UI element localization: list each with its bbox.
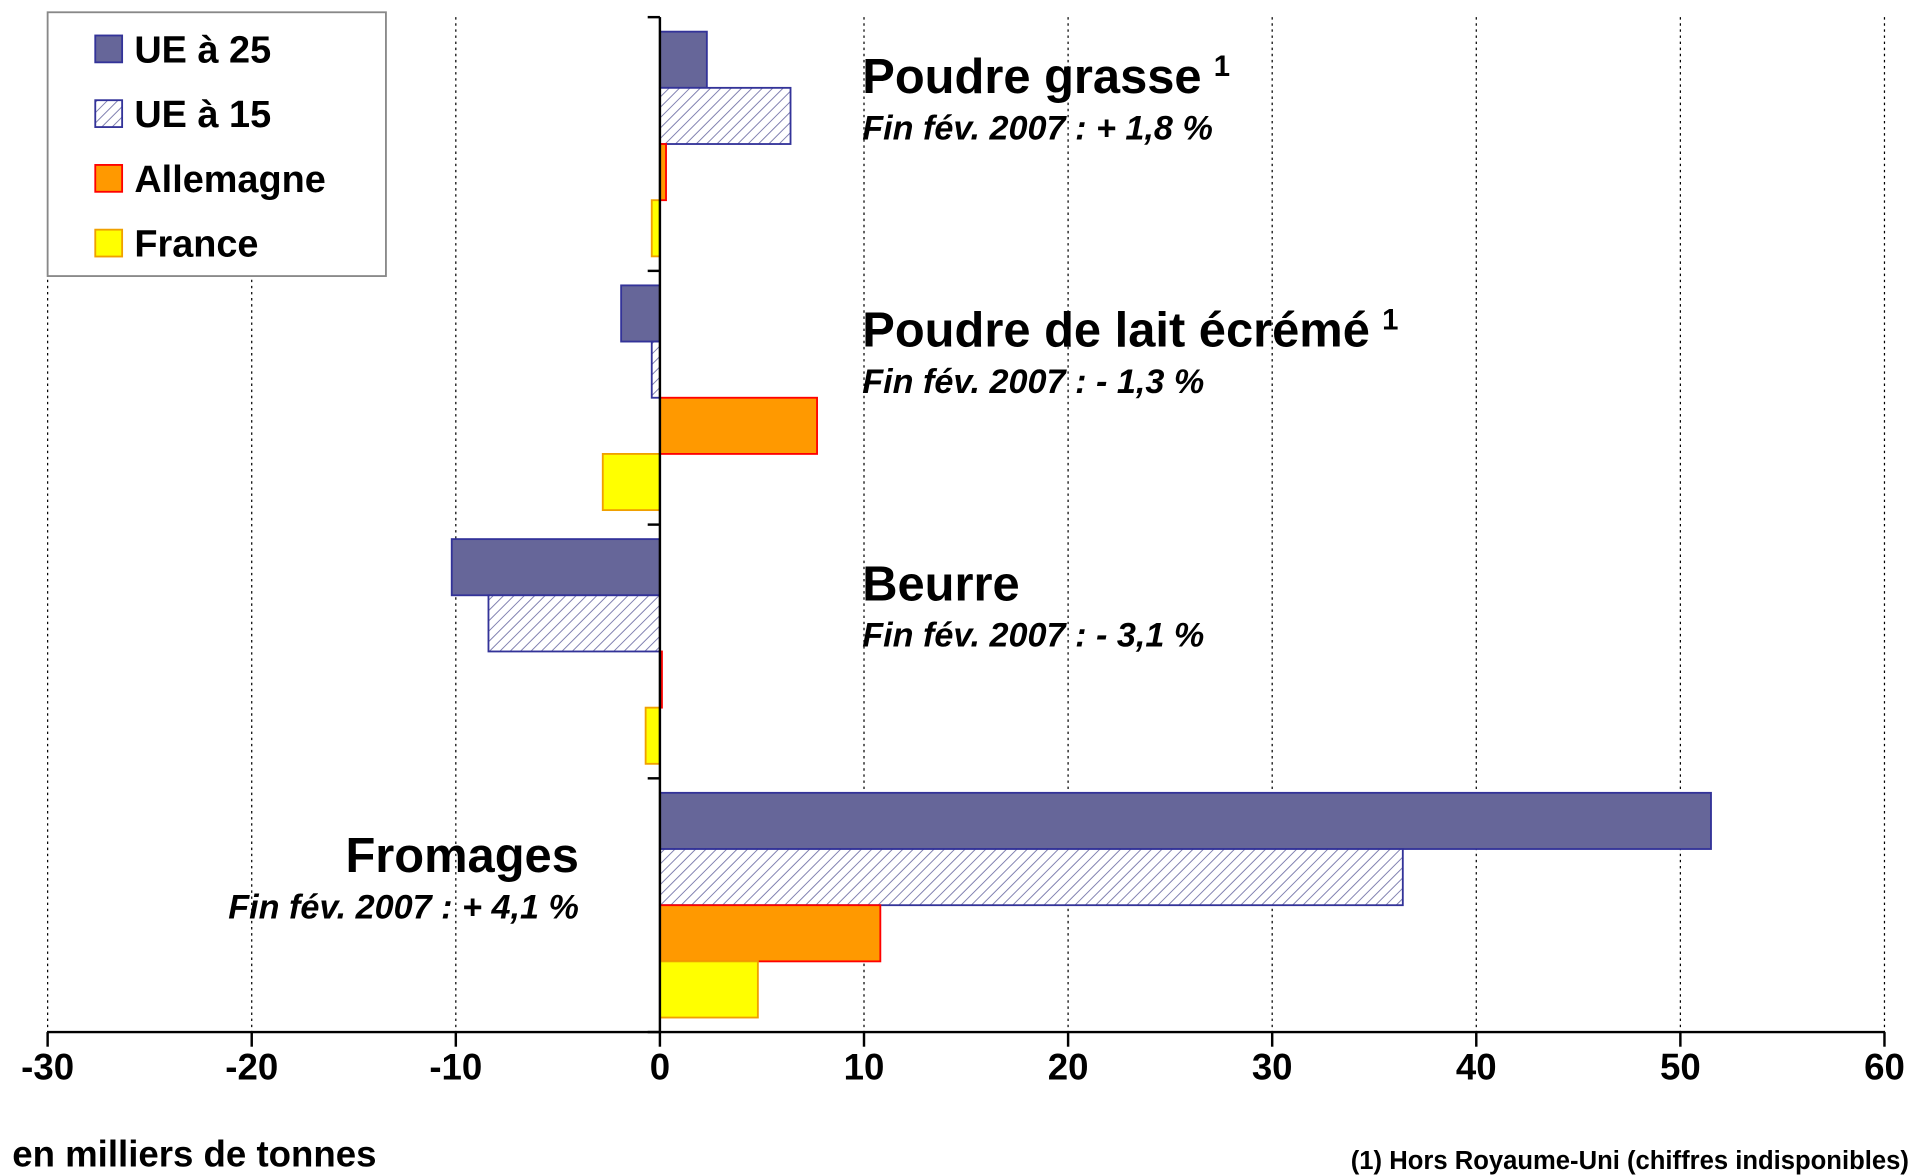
x-tick-label: 10 (844, 1047, 885, 1088)
legend-label: UE à 15 (134, 94, 271, 136)
legend-label: UE à 25 (134, 29, 271, 71)
x-tick-label: 0 (650, 1047, 670, 1088)
category-name: Poudre de lait écrémé (862, 304, 1370, 358)
x-axis-label: en milliers de tonnes (12, 1133, 376, 1174)
category-label: Poudre grasse 1 (862, 50, 1230, 104)
bar (658, 86, 792, 145)
legend-swatch (94, 228, 124, 258)
category-label: Poudre de lait écrémé 1 (862, 304, 1398, 358)
legend-label: France (134, 224, 258, 266)
x-tick-label: 40 (1456, 1047, 1497, 1088)
legend-swatch (94, 99, 124, 128)
category-name: Beurre (862, 557, 1019, 611)
category-note: Fin fév. 2007 : + 1,8 % (862, 109, 1213, 147)
category-note: Fin fév. 2007 : - 1,3 % (862, 363, 1204, 401)
x-tick-label: -20 (225, 1047, 278, 1088)
bar (658, 791, 1712, 850)
bar (601, 453, 661, 512)
bar (658, 30, 708, 89)
category-label: Beurre (862, 557, 1019, 611)
category-note: Fin fév. 2007 : + 4,1 % (228, 888, 579, 926)
footnote-mark: 1 (1382, 304, 1398, 337)
legend-label: Allemagne (134, 159, 325, 201)
category-name: Poudre grasse (862, 50, 1201, 104)
footnote-mark: 1 (1214, 50, 1230, 83)
x-tick-label: 20 (1048, 1047, 1089, 1088)
legend-swatch (94, 34, 124, 64)
x-tick-label: -10 (429, 1047, 482, 1088)
x-tick-label: 30 (1252, 1047, 1293, 1088)
bar (620, 284, 661, 343)
bar (658, 848, 1404, 907)
bar (487, 594, 661, 653)
bar (650, 340, 661, 399)
bar (450, 538, 661, 597)
category-note: Fin fév. 2007 : - 3,1 % (862, 617, 1204, 655)
bar (658, 396, 818, 455)
bar (658, 904, 882, 963)
category-label: Fromages (345, 829, 578, 883)
x-tick-label: 50 (1660, 1047, 1701, 1088)
x-tick-label: 60 (1864, 1047, 1905, 1088)
bar (658, 960, 759, 1019)
footnote: (1) Hors Royaume-Uni (chiffres indisponi… (1351, 1147, 1909, 1175)
x-tick-label: -30 (21, 1047, 74, 1088)
category-name: Fromages (345, 829, 578, 883)
bar (650, 199, 661, 258)
bar (644, 706, 661, 765)
legend-swatch (94, 164, 124, 193)
